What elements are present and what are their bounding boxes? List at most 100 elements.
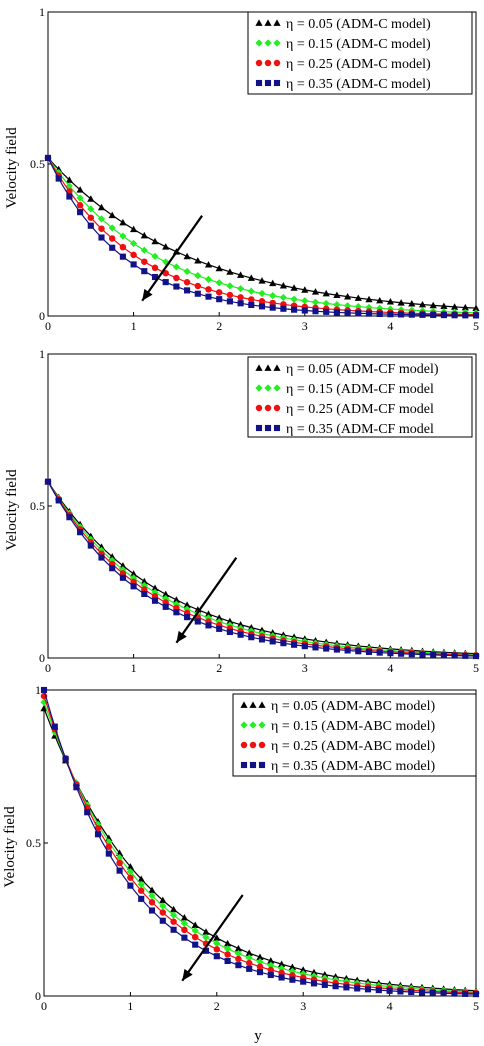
data-point (321, 981, 328, 988)
data-point (461, 303, 469, 311)
data-point (269, 279, 277, 287)
x-axis-label: y (254, 1028, 262, 1044)
data-point (148, 898, 156, 906)
data-point (213, 953, 220, 960)
data-point (148, 907, 156, 914)
legend-marker-symbol (258, 761, 266, 769)
legend-marker-symbol (264, 424, 272, 432)
data-point (398, 311, 405, 318)
data-point (119, 574, 126, 581)
data-point (226, 268, 234, 275)
data-point (247, 623, 255, 631)
data-point (310, 980, 318, 987)
data-point (215, 614, 223, 621)
data-point (148, 892, 156, 900)
legend-marker-symbol (255, 59, 263, 67)
data-point (191, 933, 199, 941)
data-point (130, 261, 137, 268)
series-2 (44, 154, 480, 317)
data-point (289, 976, 296, 983)
data-point (116, 859, 123, 867)
data-point (204, 610, 213, 617)
data-point (267, 961, 275, 969)
legend-marker-symbol (273, 59, 281, 67)
data-point (301, 307, 308, 314)
data-point (66, 514, 73, 521)
data-point (98, 554, 105, 561)
legend-marker-symbol (264, 79, 272, 87)
x-tick-label: 5 (473, 319, 479, 333)
legend-marker (255, 19, 281, 26)
y-tick-label: 0.5 (26, 836, 41, 850)
data-point (224, 945, 232, 953)
data-point (215, 289, 223, 296)
chart-panel-2: 0 1 2 3 4 5 0 0.5 1 Velocity field η = 0.05 (ADM-C… (4, 347, 480, 675)
data-point (224, 951, 231, 958)
trend-arrow-head (142, 288, 153, 301)
data-point (333, 309, 340, 316)
data-point (116, 867, 123, 874)
legend-marker-symbol (255, 404, 263, 412)
trend-arrow-head (176, 630, 187, 643)
data-point (321, 971, 329, 978)
data-point (51, 723, 58, 730)
data-point (355, 648, 362, 655)
x-tick-label: 5 (473, 999, 479, 1013)
series-line (47, 157, 477, 309)
data-point (98, 234, 105, 241)
data-point (226, 291, 234, 299)
data-point (65, 176, 73, 183)
trend-arrow (175, 557, 238, 644)
data-point (322, 289, 330, 297)
data-point (279, 293, 287, 302)
legend-marker-symbol (273, 364, 281, 371)
data-point (94, 820, 102, 828)
data-point (191, 927, 199, 935)
data-point (226, 298, 233, 305)
data-point (226, 628, 233, 636)
data-point (311, 288, 320, 295)
data-point (108, 224, 116, 232)
x-tick-label: 1 (131, 319, 137, 333)
legend-marker (240, 701, 266, 708)
data-point (408, 311, 415, 318)
data-point (269, 299, 276, 307)
data-point (205, 286, 212, 293)
legend-entry: η = 0.35 (ADM-C model) (286, 77, 431, 92)
data-point (151, 597, 159, 604)
data-point (183, 252, 191, 260)
data-point (354, 294, 362, 301)
data-point (194, 257, 202, 264)
x-tick-label: 0 (41, 999, 47, 1013)
data-point (159, 902, 167, 910)
legend-marker-symbol (258, 701, 266, 708)
data-point (267, 966, 275, 974)
series-1 (44, 154, 480, 312)
data-point (472, 991, 480, 998)
data-point (280, 305, 287, 312)
x-tick-label: 0 (45, 319, 51, 333)
data-point (237, 285, 245, 293)
legend-marker-symbol (249, 741, 257, 749)
legend-marker (255, 404, 281, 412)
data-point (224, 957, 231, 965)
data-point (184, 614, 191, 621)
y-tick-label: 1 (39, 347, 45, 361)
legend-marker (255, 39, 281, 47)
legend: η = 0.05 (ADM-ABC model) η = 0.15 (ADM-AB… (232, 693, 477, 777)
data-point (288, 963, 296, 971)
data-point (278, 969, 285, 976)
data-point (191, 921, 199, 928)
series-4 (44, 154, 480, 319)
data-point (183, 278, 191, 286)
data-point (119, 232, 127, 240)
data-point (55, 175, 62, 182)
data-point (105, 850, 112, 857)
data-point (291, 306, 298, 313)
data-point (194, 618, 201, 625)
data-point (173, 609, 180, 616)
data-point (77, 529, 84, 536)
data-point (256, 958, 264, 966)
x-tick-label: 4 (387, 661, 393, 675)
data-point (127, 874, 134, 881)
